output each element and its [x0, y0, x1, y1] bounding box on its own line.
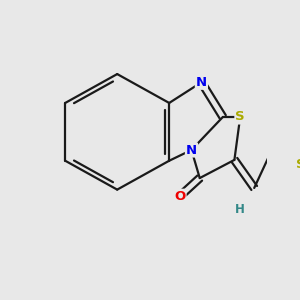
- Text: N: N: [186, 143, 197, 157]
- Text: H: H: [234, 203, 244, 216]
- Text: O: O: [174, 190, 186, 203]
- Text: S: S: [236, 110, 245, 124]
- Text: S: S: [296, 158, 300, 171]
- Text: N: N: [196, 76, 207, 89]
